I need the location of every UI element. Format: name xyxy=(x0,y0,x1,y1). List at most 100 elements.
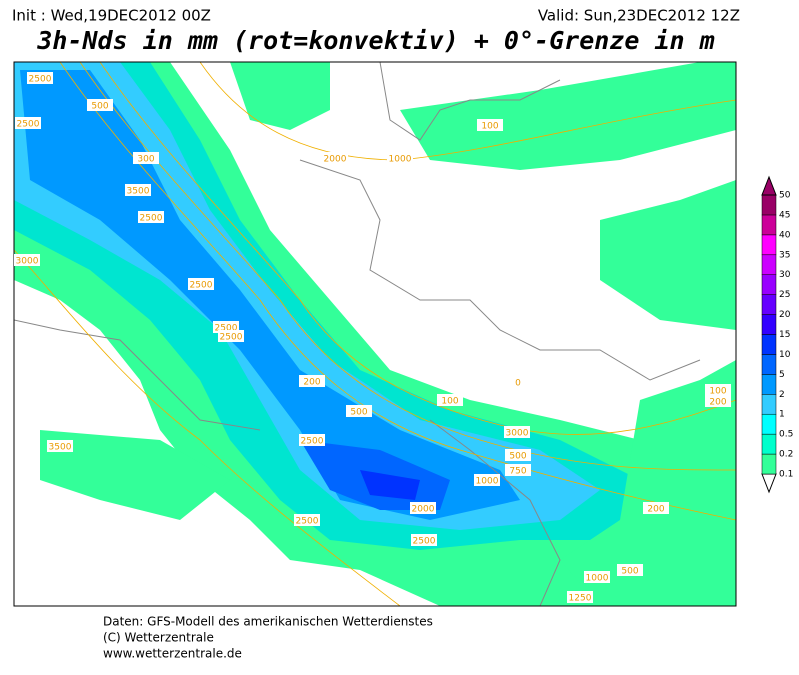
contour-label-box xyxy=(322,152,348,164)
legend-swatch xyxy=(761,234,777,256)
contour-label-box xyxy=(47,440,73,452)
contour-label-box xyxy=(705,384,731,396)
contour-label-box xyxy=(617,564,643,576)
contour-label-box xyxy=(15,117,41,129)
contour-label: 2000 xyxy=(412,505,435,515)
contour-label-box xyxy=(299,434,325,446)
map: 2500500250030035002500300025002500250020… xyxy=(13,61,737,607)
legend-tip-top xyxy=(761,175,777,196)
contour-label: 300 xyxy=(137,155,154,165)
legend-label: 5 xyxy=(779,370,785,380)
legend-label: 0.5 xyxy=(779,430,793,440)
legend-swatch xyxy=(761,294,777,315)
contour-label: 200 xyxy=(647,505,664,515)
contour-label: 2500 xyxy=(220,333,243,343)
contour-label-box xyxy=(188,278,214,290)
contour-label: 2500 xyxy=(190,281,213,291)
valid-time: Valid: Sun,23DEC2012 12Z xyxy=(538,7,740,25)
legend-label: 0.1 xyxy=(779,470,793,480)
contour-label-box xyxy=(477,119,503,131)
legend-swatch xyxy=(761,374,777,395)
legend-swatch xyxy=(761,214,777,236)
legend-label: 25 xyxy=(779,290,790,300)
legend-label: 45 xyxy=(779,210,790,220)
legend-swatch xyxy=(761,433,777,455)
contour-label: 1250 xyxy=(569,594,592,604)
contour-label: 500 xyxy=(621,567,638,577)
contour-label-box xyxy=(705,395,731,407)
contour-label: 500 xyxy=(91,102,108,112)
footer-copyright: (C) Wetterzentrale xyxy=(103,631,214,645)
legend-label: 0.2 xyxy=(779,450,793,460)
contour-label: 2500 xyxy=(140,214,163,224)
contour-label-box xyxy=(505,449,531,461)
footer-url: www.wetterzentrale.de xyxy=(103,647,242,661)
contour-label: 2500 xyxy=(296,517,319,527)
contour-label-box xyxy=(474,474,500,486)
legend-label: 50 xyxy=(779,191,791,201)
contour-label: 500 xyxy=(509,452,526,462)
contour-label-box xyxy=(14,254,40,266)
legend-swatch xyxy=(761,314,777,335)
contour-label: 500 xyxy=(350,408,367,418)
legend-label: 2 xyxy=(779,390,785,400)
contour-label-box xyxy=(294,514,320,526)
legend-swatch xyxy=(761,254,777,275)
contour-label: 0 xyxy=(515,379,521,389)
legend-swatch xyxy=(761,334,777,355)
init-time: Init : Wed,19DEC2012 00Z xyxy=(12,7,211,25)
contour-label-box xyxy=(87,99,113,111)
contour-label-box xyxy=(218,330,244,342)
contour-label-box xyxy=(410,502,436,514)
contour-label: 1000 xyxy=(389,155,412,165)
contour-label-box xyxy=(504,426,530,438)
contour-label-box xyxy=(584,571,610,583)
contour-label: 3000 xyxy=(16,257,39,267)
contour-label: 3500 xyxy=(127,187,150,197)
legend-label: 20 xyxy=(779,310,791,320)
contour-label: 2500 xyxy=(413,537,436,547)
legend-swatch xyxy=(761,274,777,295)
contour-label-box xyxy=(505,376,531,388)
contour-label-box xyxy=(27,72,53,84)
contour-label: 200 xyxy=(709,398,726,408)
legend-swatch xyxy=(761,354,777,375)
contour-label: 2000 xyxy=(324,155,347,165)
contour-label-box xyxy=(125,184,151,196)
contour-label: 2500 xyxy=(301,437,324,447)
contour-label: 2500 xyxy=(29,75,52,85)
legend-label: 40 xyxy=(779,230,791,240)
contour-label-box xyxy=(437,394,463,406)
legend-swatch xyxy=(761,394,777,415)
legend-label: 15 xyxy=(779,330,790,340)
contour-label-box xyxy=(138,211,164,223)
contour-label: 100 xyxy=(709,387,726,397)
contour-label-box xyxy=(299,375,325,387)
legend-label: 10 xyxy=(779,350,791,360)
contour-label-box xyxy=(346,405,372,417)
footer-source: Daten: GFS-Modell des amerikanischen Wet… xyxy=(103,615,433,629)
contour-label-box xyxy=(387,152,413,164)
legend-tip-bottom xyxy=(761,473,777,494)
legend-swatch xyxy=(761,413,777,435)
contour-label: 100 xyxy=(441,397,458,407)
contour-label: 200 xyxy=(303,378,320,388)
map-title: 3h-Nds in mm (rot=konvektiv) + 0°-Grenze… xyxy=(36,26,714,55)
contour-label: 1000 xyxy=(476,477,499,487)
contour-label-box xyxy=(643,502,669,514)
legend-label: 35 xyxy=(779,250,790,260)
contour-label: 3000 xyxy=(506,429,529,439)
legend-swatch xyxy=(761,453,777,475)
contour-label-box xyxy=(411,534,437,546)
contour-label-box xyxy=(133,152,159,164)
contour-label: 3500 xyxy=(49,443,72,453)
legend-label: 1 xyxy=(779,410,785,420)
contour-label: 750 xyxy=(509,467,526,477)
legend-label: 30 xyxy=(779,270,791,280)
contour-label: 2500 xyxy=(215,324,238,334)
contour-label: 100 xyxy=(481,122,498,132)
legend-swatch xyxy=(761,194,777,216)
contour-label: 1000 xyxy=(586,574,609,584)
